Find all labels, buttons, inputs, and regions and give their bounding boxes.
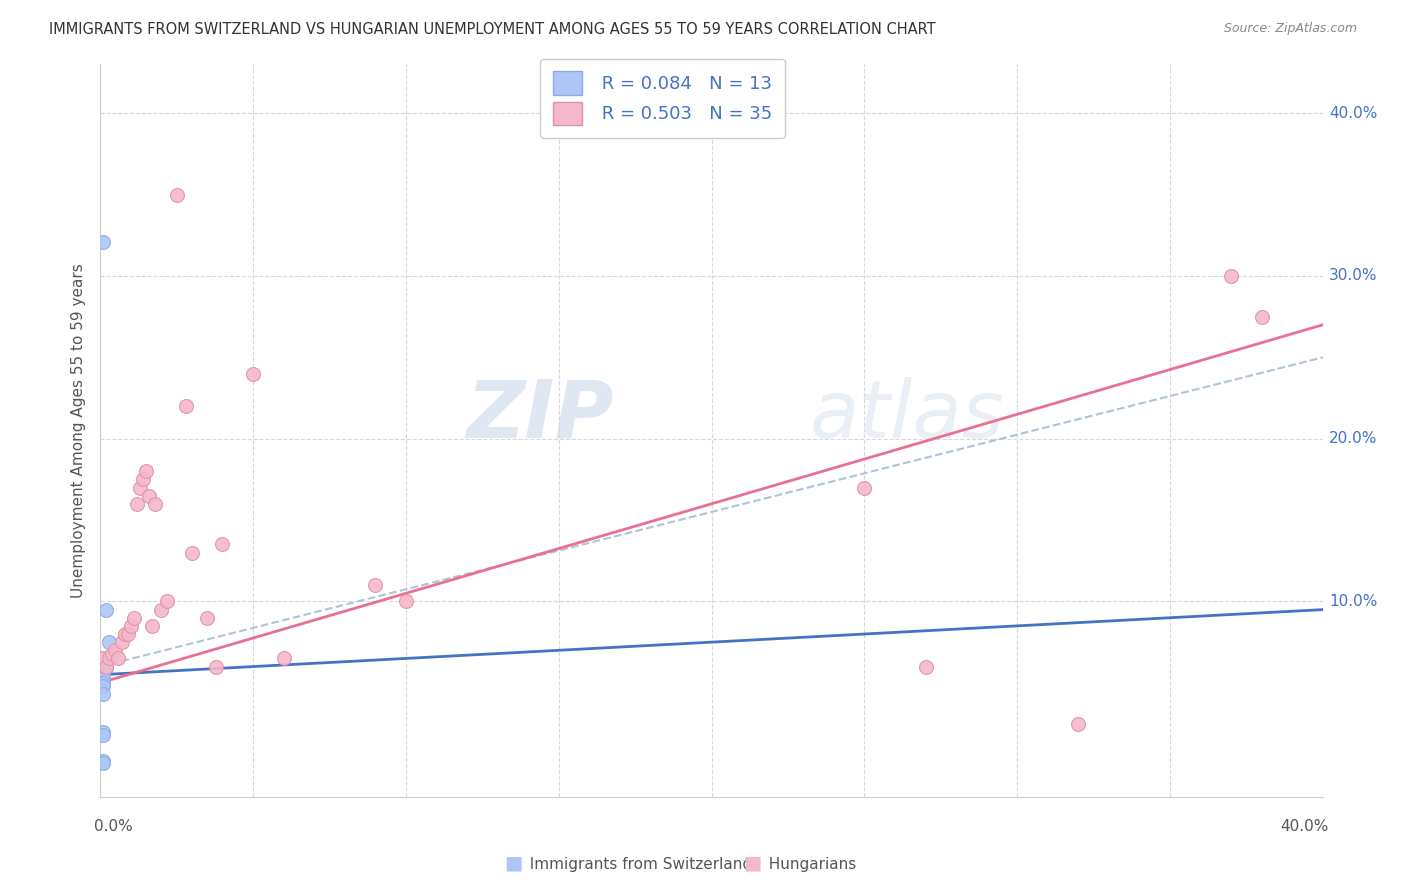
Point	[395, 594, 418, 608]
Text: 10.0%: 10.0%	[1329, 594, 1378, 609]
Point	[141, 619, 163, 633]
Point	[174, 399, 197, 413]
Text: 40.0%: 40.0%	[1281, 819, 1329, 834]
Point	[132, 472, 155, 486]
Point	[91, 676, 114, 690]
Text: atlas: atlas	[810, 377, 1004, 455]
Point	[98, 635, 121, 649]
Point	[91, 667, 114, 681]
Point	[914, 659, 936, 673]
Point	[195, 611, 218, 625]
Point	[110, 635, 132, 649]
Point	[91, 671, 114, 685]
Point	[166, 187, 188, 202]
Point	[128, 481, 150, 495]
Text: Hungarians: Hungarians	[759, 857, 856, 872]
Point	[101, 647, 124, 661]
Point	[180, 546, 202, 560]
Point	[135, 464, 157, 478]
Text: Source: ZipAtlas.com: Source: ZipAtlas.com	[1223, 22, 1357, 36]
Point	[91, 651, 114, 665]
Point	[273, 651, 295, 665]
Point	[91, 235, 114, 249]
Point	[122, 611, 145, 625]
Point	[138, 489, 160, 503]
Y-axis label: Unemployment Among Ages 55 to 59 years: Unemployment Among Ages 55 to 59 years	[72, 263, 86, 598]
Point	[91, 724, 114, 739]
Point	[91, 728, 114, 742]
Legend:  R = 0.084   N = 13,  R = 0.503   N = 35: R = 0.084 N = 13, R = 0.503 N = 35	[540, 59, 785, 137]
Point	[96, 659, 118, 673]
Point	[120, 619, 142, 633]
Point	[91, 754, 114, 768]
Point	[117, 627, 139, 641]
Text: IMMIGRANTS FROM SWITZERLAND VS HUNGARIAN UNEMPLOYMENT AMONG AGES 55 TO 59 YEARS : IMMIGRANTS FROM SWITZERLAND VS HUNGARIAN…	[49, 22, 936, 37]
Point	[143, 497, 166, 511]
Point	[125, 497, 148, 511]
Text: 20.0%: 20.0%	[1329, 431, 1378, 446]
Point	[156, 594, 179, 608]
Point	[91, 687, 114, 701]
Point	[150, 602, 173, 616]
Point	[114, 627, 136, 641]
Point	[1067, 716, 1090, 731]
Text: ZIP: ZIP	[467, 377, 614, 455]
Point	[91, 679, 114, 693]
Text: 40.0%: 40.0%	[1329, 105, 1378, 120]
Point	[104, 643, 127, 657]
Point	[96, 602, 118, 616]
Point	[1250, 310, 1272, 324]
Point	[107, 651, 129, 665]
Text: 30.0%: 30.0%	[1329, 268, 1378, 284]
Point	[853, 481, 876, 495]
Text: 0.0%: 0.0%	[94, 819, 132, 834]
Text: ■: ■	[503, 854, 523, 872]
Point	[242, 367, 264, 381]
Point	[1220, 268, 1243, 283]
Text: ■: ■	[742, 854, 762, 872]
Point	[96, 659, 118, 673]
Point	[98, 651, 121, 665]
Point	[91, 756, 114, 770]
Point	[205, 659, 228, 673]
Point	[211, 537, 233, 551]
Point	[364, 578, 387, 592]
Text: Immigrants from Switzerland: Immigrants from Switzerland	[520, 857, 752, 872]
